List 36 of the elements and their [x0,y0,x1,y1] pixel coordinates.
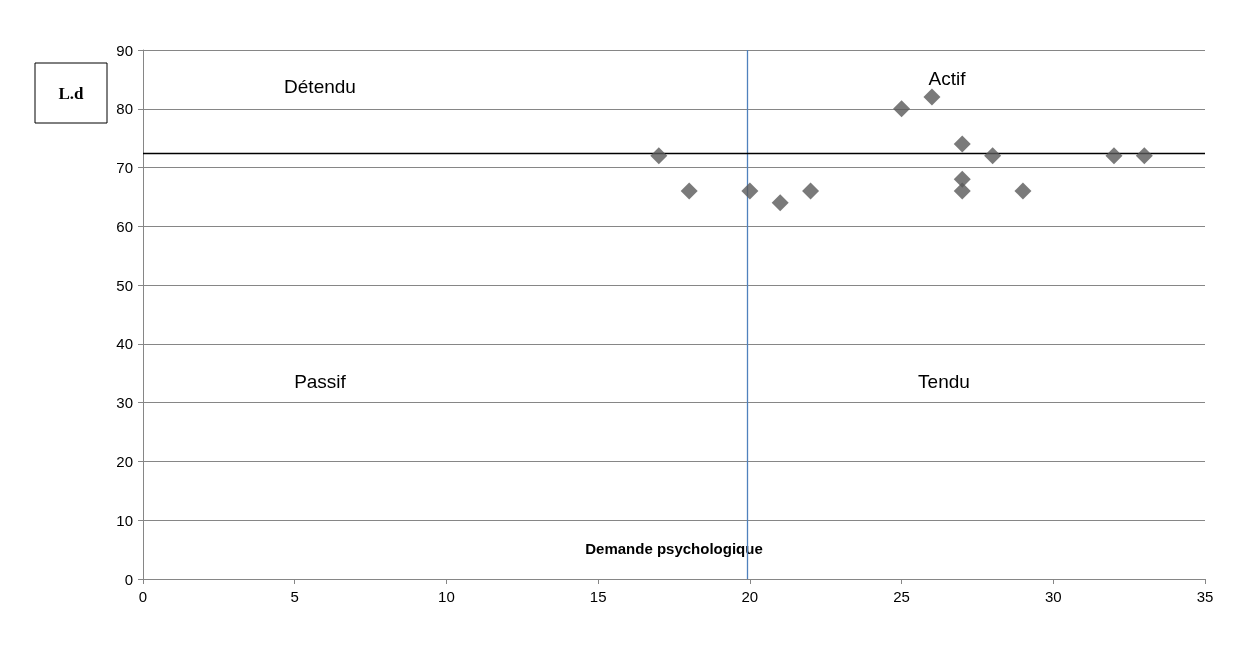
point [923,88,941,106]
point [953,182,971,200]
point [1105,147,1123,165]
point [1135,147,1153,165]
x-tick-label: 15 [589,588,607,605]
x-tick-label: 35 [1196,588,1214,605]
point [953,135,971,153]
point [984,147,1002,165]
y-tick-label: 90 [116,41,133,59]
x-tick-label: 10 [438,588,455,605]
y-tick-label: 70 [116,159,133,177]
y-tick-label: 30 [116,394,133,412]
point [680,182,698,200]
y-tick-label: 20 [116,452,133,470]
y-tick-label: 10 [116,511,133,529]
x-tick-label: 30 [1044,588,1062,605]
point [741,182,759,200]
y-tick-label: 80 [116,100,133,118]
point [893,100,911,118]
x-tick-label: 25 [893,588,910,605]
x-tick-label: 5 [290,588,299,605]
y-tick-label: 50 [116,276,133,294]
point [650,147,668,165]
annotation: Passif [294,370,347,392]
y-tick-label: 40 [116,335,133,353]
annotation: Détendu [284,75,356,97]
x-tick-label: 20 [741,588,759,605]
y-axis-title: L.d [58,83,85,103]
x-tick-label: 0 [138,588,148,605]
annotation: Actif [928,67,967,89]
y-tick-label: 60 [116,217,133,235]
annotation: Tendu [918,370,970,392]
point [802,182,820,200]
y-tick-label: 0 [124,570,133,588]
point [1014,182,1032,200]
point [771,194,789,212]
